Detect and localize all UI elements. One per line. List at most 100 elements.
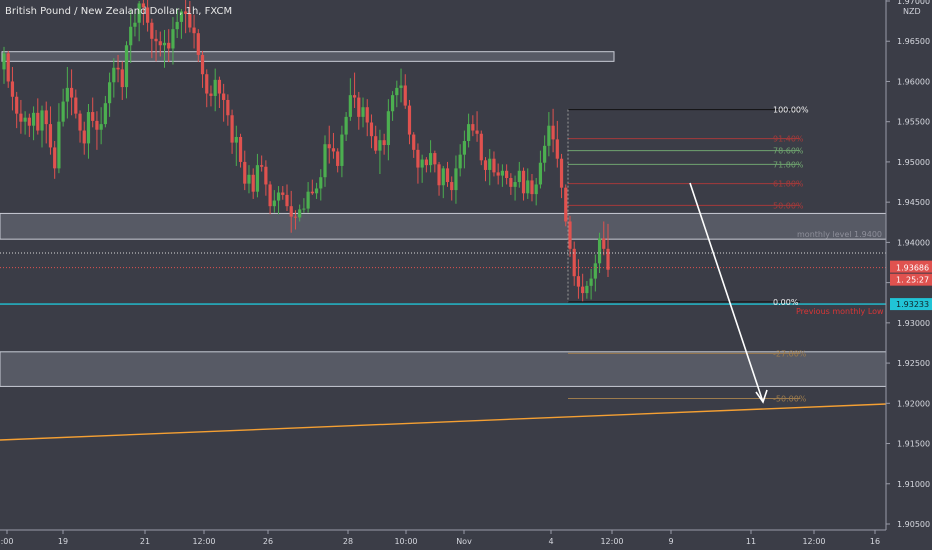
candle-body	[331, 148, 336, 152]
candle-body	[19, 113, 23, 122]
candle-body	[336, 151, 340, 166]
projection-arrow-head	[755, 389, 768, 404]
candle-body	[91, 112, 95, 121]
candle-body	[589, 278, 593, 286]
candle-body	[107, 82, 112, 104]
candle-body	[314, 188, 319, 194]
candle-body	[129, 26, 133, 46]
candle-body	[31, 112, 36, 126]
candle-body	[606, 248, 610, 270]
candle-body	[82, 130, 86, 144]
candle-body	[302, 208, 306, 210]
monthly-level-label: monthly level 1.9400	[797, 230, 882, 239]
candle-body	[433, 153, 437, 165]
x-tick-label: 26	[263, 537, 273, 546]
y-tick-label: 1.92000	[897, 399, 930, 408]
countdown-prefix: 1.	[896, 276, 904, 285]
candle-body	[378, 140, 382, 151]
candle-body	[374, 136, 378, 151]
y-tick-label: 1.90500	[897, 520, 930, 529]
candle-body	[171, 29, 175, 49]
candle-body	[500, 170, 505, 176]
fib-level-label: 78.60%	[773, 147, 804, 156]
x-tick-label: 9	[668, 537, 673, 546]
candle-body	[213, 79, 217, 96]
candle-body	[293, 216, 298, 218]
candle-body	[564, 187, 568, 222]
candle-body	[412, 134, 416, 150]
zone-box	[1, 51, 615, 62]
candle-body	[268, 184, 272, 207]
candle-body	[154, 38, 158, 42]
candle-body	[179, 11, 183, 22]
fib-level-label: 71.80%	[773, 160, 804, 169]
candle-body	[534, 184, 538, 195]
candle-body	[327, 144, 331, 149]
candle-body	[99, 124, 103, 130]
candle-body	[53, 147, 57, 169]
candle-body	[496, 172, 500, 176]
candle-body	[538, 162, 543, 185]
x-tick-label: 10:00	[394, 537, 417, 546]
candle-body	[251, 174, 255, 192]
candle-body	[581, 286, 585, 294]
candle-body	[209, 93, 213, 96]
candle-body	[196, 33, 200, 55]
candle-body	[289, 206, 293, 217]
candle-body	[217, 79, 222, 94]
candle-body	[344, 116, 348, 135]
quote-currency-label: NZD	[903, 7, 921, 16]
candle-body	[437, 164, 441, 186]
x-tick-label: 19	[58, 537, 68, 546]
fib-level-label: 50.00%	[773, 201, 804, 210]
candle-body	[505, 170, 509, 179]
candle-body	[348, 95, 352, 117]
candle-body	[513, 182, 517, 187]
candle-body	[488, 158, 492, 170]
candle-body	[120, 69, 124, 88]
candle-body	[471, 124, 475, 131]
candle-body	[420, 159, 424, 168]
zone-box	[0, 351, 887, 387]
candle-body	[116, 67, 120, 70]
candle-body	[576, 276, 581, 287]
candle-body	[483, 160, 488, 170]
level-badge	[890, 298, 932, 311]
candle-body	[530, 180, 534, 195]
candle-body	[162, 42, 167, 46]
candle-body	[568, 221, 572, 249]
candle-body	[361, 107, 365, 117]
candle-body	[319, 177, 323, 189]
candle-body	[255, 165, 260, 192]
trendline	[0, 403, 887, 441]
candle-body	[323, 144, 327, 178]
candle-body	[298, 209, 302, 218]
candle-body	[74, 97, 78, 114]
y-tick-label: 1.92500	[897, 359, 930, 368]
previous-monthly-low-label: Previous monthly Low	[796, 307, 884, 316]
projection-arrow	[689, 182, 764, 403]
y-tick-label: 1.95000	[897, 158, 930, 167]
x-tick-label: 21	[140, 537, 150, 546]
candle-body	[192, 27, 196, 34]
candle-body	[226, 99, 230, 116]
candle-body	[133, 22, 137, 27]
candle-body	[462, 141, 466, 155]
candle-body	[103, 103, 107, 125]
candle-body	[95, 120, 99, 130]
candle-body	[602, 238, 606, 249]
candle-body	[234, 136, 238, 143]
candle-body	[369, 122, 374, 137]
candle-body	[547, 125, 551, 146]
candle-body	[175, 21, 179, 30]
candle-body	[572, 248, 576, 277]
fib-level-label: -27.00%	[773, 349, 807, 358]
candle-body	[141, 3, 145, 8]
y-tick-label: 1.96500	[897, 37, 930, 46]
chart-title: British Pound / New Zealand Dollar, 1h, …	[5, 6, 233, 17]
y-tick-label: 1.93000	[897, 319, 930, 328]
candle-body	[276, 192, 281, 201]
candle-body	[188, 13, 192, 28]
candle-body	[247, 174, 251, 184]
